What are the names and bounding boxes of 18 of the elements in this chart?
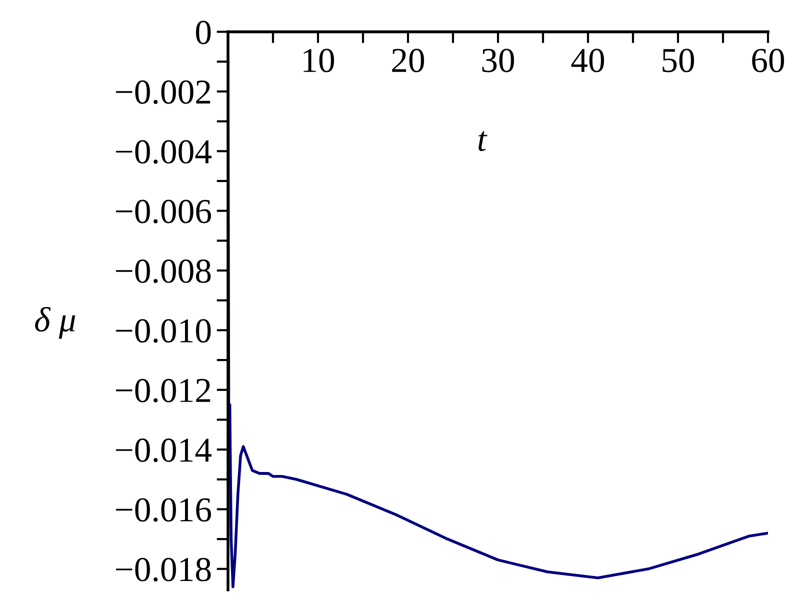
y-tick-label: −0.016 (116, 498, 211, 522)
y-axis-title: δ μ (35, 307, 76, 339)
x-tick-label: 20 (392, 48, 424, 72)
y-tick-label: −0.004 (116, 140, 212, 164)
x-tick-label: 10 (304, 48, 334, 72)
x-tick-label: 60 (752, 48, 784, 72)
y-tick-label: 0 (196, 20, 211, 44)
y-tick-label: −0.012 (116, 378, 210, 402)
y-tick-label: −0.018 (116, 558, 211, 582)
x-tick-label: 40 (571, 48, 604, 72)
y-tick-label: −0.014 (116, 438, 212, 462)
y-tick-label: −0.010 (116, 319, 211, 343)
y-tick-label: −0.008 (116, 259, 211, 284)
y-tick-label: −0.002 (116, 80, 210, 104)
x-tick-label: 50 (662, 48, 694, 72)
y-tick-label: −0.006 (116, 200, 211, 224)
x-axis-title: t (478, 131, 488, 152)
x-tick-label: 30 (482, 48, 514, 72)
